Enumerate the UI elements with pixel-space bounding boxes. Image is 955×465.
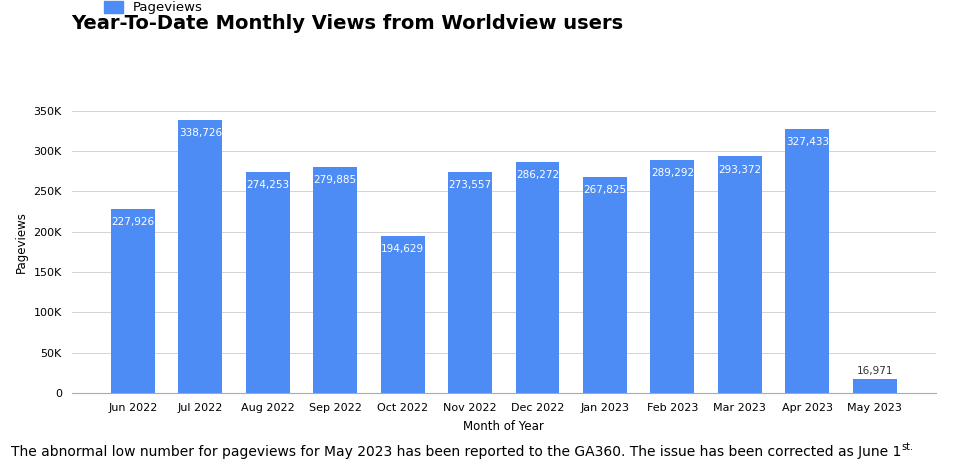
Text: Year-To-Date Monthly Views from Worldview users: Year-To-Date Monthly Views from Worldvie… [72, 14, 624, 33]
Text: 289,292: 289,292 [650, 168, 694, 178]
Text: 194,629: 194,629 [381, 244, 424, 254]
Text: 227,926: 227,926 [112, 217, 155, 227]
Text: 273,557: 273,557 [449, 180, 492, 191]
Legend: Pageviews: Pageviews [104, 0, 203, 14]
Text: 293,372: 293,372 [718, 165, 761, 174]
Bar [179, 120, 223, 393]
Text: 338,726: 338,726 [179, 128, 222, 138]
Text: 327,433: 327,433 [786, 137, 829, 147]
Bar [448, 173, 492, 393]
Bar [111, 209, 155, 393]
Bar [516, 162, 560, 393]
Bar [381, 236, 425, 393]
Bar [718, 156, 762, 393]
Text: 267,825: 267,825 [584, 185, 626, 195]
X-axis label: Month of Year: Month of Year [463, 419, 544, 432]
Y-axis label: Pageviews: Pageviews [15, 211, 28, 273]
Text: 274,253: 274,253 [246, 180, 289, 190]
Text: The abnormal low number for pageviews for May 2023 has been reported to the GA36: The abnormal low number for pageviews fo… [11, 445, 902, 459]
Text: 279,885: 279,885 [313, 175, 357, 186]
Text: 286,272: 286,272 [516, 170, 559, 180]
Bar [853, 379, 897, 393]
Text: st.: st. [902, 442, 914, 452]
Bar [313, 167, 357, 393]
Bar [785, 129, 829, 393]
Bar [650, 160, 694, 393]
Bar [583, 177, 626, 393]
Text: 16,971: 16,971 [857, 366, 893, 376]
Bar [245, 172, 289, 393]
